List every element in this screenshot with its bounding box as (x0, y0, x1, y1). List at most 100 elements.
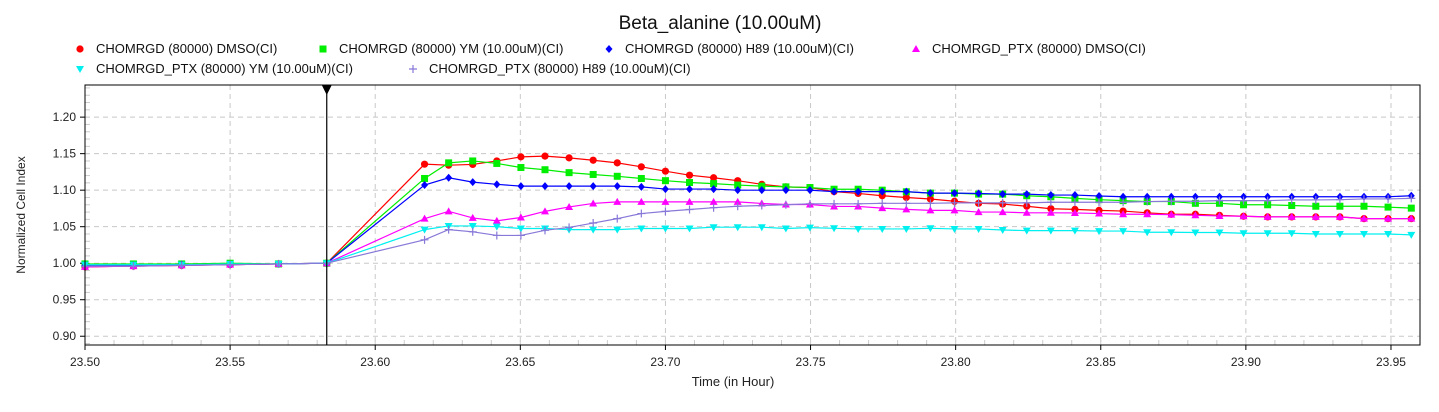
data-point (686, 179, 694, 186)
data-point (1287, 230, 1296, 238)
data-point (541, 166, 549, 174)
legend-marker-icon (409, 65, 417, 73)
data-point (902, 199, 911, 208)
legend-item[interactable]: CHOMRGD_PTX (80000) H89 (10.00uM)(CI) (409, 61, 691, 76)
y-tick-label: 1.10 (53, 183, 77, 197)
data-point (1070, 227, 1079, 235)
data-point (926, 225, 935, 233)
data-point (516, 213, 525, 221)
data-point (1311, 195, 1320, 204)
data-point (468, 213, 477, 221)
data-point (709, 203, 718, 212)
data-point (1215, 229, 1224, 237)
data-point (565, 202, 574, 210)
data-point (469, 157, 477, 165)
data-point (854, 187, 862, 196)
data-point (1359, 230, 1368, 238)
data-point (733, 197, 742, 205)
data-point (1360, 202, 1368, 210)
series-line (84, 155, 1412, 268)
series-1 (81, 152, 1415, 271)
data-point (1215, 196, 1224, 205)
data-point (661, 167, 670, 175)
data-point (613, 197, 622, 205)
legend-marker-icon (76, 66, 84, 73)
x-tick-label: 23.80 (941, 355, 971, 369)
data-point (468, 222, 477, 230)
data-point (1143, 197, 1152, 206)
data-point (975, 189, 983, 198)
data-point (1191, 229, 1200, 237)
data-point (517, 164, 525, 172)
data-point (1095, 228, 1104, 236)
data-point (613, 226, 622, 234)
legend-item[interactable]: CHOMRGD_PTX (80000) YM (10.00uM)(CI) (76, 61, 353, 76)
treatment-marker-handle[interactable] (321, 85, 332, 95)
chart-title: Beta_alanine (10.00uM) (619, 13, 822, 34)
data-point (1119, 192, 1127, 201)
data-point (1384, 194, 1393, 203)
data-point (781, 225, 790, 233)
data-point (757, 201, 766, 210)
series-line (85, 197, 1412, 267)
series-3 (81, 173, 1415, 270)
y-tick-label: 1.15 (53, 147, 77, 161)
data-point (854, 225, 863, 233)
data-point (758, 182, 766, 190)
data-point (781, 200, 790, 209)
data-point (950, 206, 959, 214)
data-point (1311, 212, 1320, 220)
data-point (661, 197, 670, 205)
data-point (226, 260, 235, 269)
data-point (806, 186, 814, 195)
legend-item[interactable]: CHOMRGD (80000) H89 (10.00uM)(CI) (605, 41, 855, 56)
data-point (1095, 198, 1104, 207)
series-5 (81, 222, 1416, 269)
data-point (517, 182, 525, 191)
data-point (1336, 202, 1344, 210)
data-point (950, 198, 959, 207)
data-point (1312, 202, 1320, 210)
data-point (1239, 230, 1248, 238)
legend: CHOMRGD (80000) DMSO(CI) CHOMRGD (80000) … (76, 41, 1146, 76)
data-point (878, 225, 887, 233)
data-point (1335, 195, 1344, 204)
axis-ticks: 0.90 0.95 1.00 1.05 1.10 1.15 1.20 23.50 23.55 23… (53, 87, 1406, 369)
data-point (565, 169, 573, 177)
x-tick-label: 23.90 (1231, 355, 1261, 369)
data-point (589, 199, 598, 207)
data-point (1287, 195, 1296, 204)
data-point (950, 225, 959, 233)
data-point (733, 224, 742, 232)
data-point (1143, 192, 1151, 201)
data-point (998, 208, 1007, 216)
data-point (1022, 208, 1031, 216)
legend-item[interactable]: CHOMRGD (80000) DMSO(CI) (76, 41, 277, 56)
data-point (1359, 214, 1368, 222)
data-point (420, 214, 429, 222)
data-point (974, 198, 983, 207)
data-point (950, 189, 958, 198)
data-point (1070, 208, 1079, 216)
data-point (661, 185, 669, 194)
data-point (685, 225, 694, 233)
data-point (589, 219, 598, 228)
series-6 (81, 194, 1416, 271)
data-point (637, 225, 646, 233)
data-point (1167, 192, 1175, 201)
data-point (1287, 212, 1296, 220)
data-point (1359, 194, 1368, 203)
data-point (1071, 191, 1079, 200)
data-point (637, 182, 645, 191)
legend-item[interactable]: CHOMRGD (80000) YM (10.00uM)(CI) (319, 41, 564, 56)
data-point (274, 259, 283, 268)
data-point (1215, 211, 1224, 219)
legend-label: CHOMRGD (80000) DMSO(CI) (96, 41, 277, 56)
data-point (469, 178, 477, 187)
legend-item[interactable]: CHOMRGD_PTX (80000) DMSO(CI) (912, 41, 1146, 56)
data-point (757, 224, 766, 232)
data-point (1046, 198, 1055, 207)
data-point (420, 160, 429, 168)
data-point (565, 154, 573, 162)
